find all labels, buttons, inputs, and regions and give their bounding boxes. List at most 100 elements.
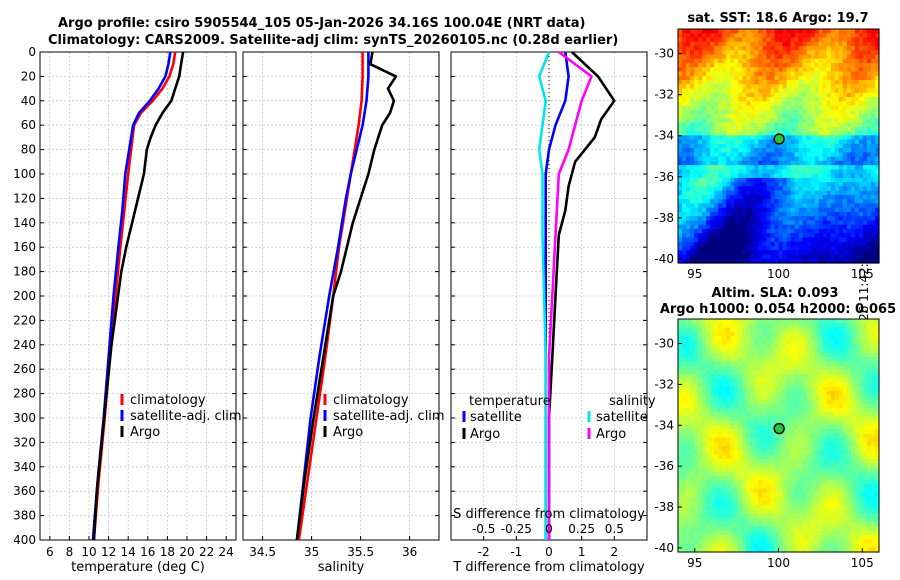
map-cell xyxy=(870,319,876,324)
map-cell xyxy=(866,245,872,251)
map-cell xyxy=(714,131,719,136)
map-cell xyxy=(838,194,844,200)
map-cell xyxy=(838,471,844,477)
map-cell xyxy=(842,169,848,175)
map-cell xyxy=(738,399,743,405)
map-cell xyxy=(790,169,796,175)
map-cell xyxy=(686,97,691,102)
map-cell xyxy=(774,177,780,183)
map-cell xyxy=(774,156,780,162)
map-cell xyxy=(706,160,711,166)
map-cell xyxy=(786,374,792,379)
map-cell xyxy=(762,97,768,102)
map-cell xyxy=(722,220,727,226)
map-cell xyxy=(730,50,735,56)
map-cell xyxy=(710,433,715,439)
map-cell xyxy=(830,454,836,460)
map-cell xyxy=(730,352,735,358)
map-cell xyxy=(802,101,808,107)
map-cell xyxy=(730,374,735,379)
map-cell xyxy=(746,46,751,51)
map-cell xyxy=(770,258,776,264)
map-cell xyxy=(686,399,691,405)
map-cell xyxy=(750,194,755,200)
map-cell xyxy=(794,224,800,230)
map-cell xyxy=(742,454,747,460)
map-cell xyxy=(862,105,868,111)
map-cell xyxy=(714,182,719,188)
map-cell xyxy=(714,156,719,162)
map-cell xyxy=(734,84,739,90)
map-cell xyxy=(830,352,836,358)
map-cell xyxy=(850,340,856,346)
map-cell xyxy=(726,190,731,196)
map-cell xyxy=(826,186,832,192)
map-cell xyxy=(706,54,711,60)
map-cell xyxy=(818,135,824,141)
map-cell xyxy=(814,348,820,354)
map-cell xyxy=(850,416,856,422)
map-cell xyxy=(730,254,735,260)
map-cell xyxy=(842,177,848,183)
map-cell xyxy=(782,344,788,350)
map-cell xyxy=(862,420,868,426)
map-cell xyxy=(838,331,844,337)
map-cell xyxy=(806,194,812,200)
map-cell xyxy=(690,29,695,34)
map-cell xyxy=(722,152,727,158)
map-cell xyxy=(870,75,876,81)
map-cell xyxy=(802,207,808,213)
map-cell xyxy=(746,352,751,358)
map-cell xyxy=(794,429,800,434)
map-cell xyxy=(750,327,755,333)
map-cell xyxy=(766,403,772,409)
map-cell xyxy=(762,122,768,128)
map-cell xyxy=(750,114,755,119)
map-cell xyxy=(846,203,852,209)
map-cell xyxy=(766,450,772,456)
map-cell xyxy=(714,365,719,371)
map-cell xyxy=(810,463,816,468)
map-cell xyxy=(806,458,812,464)
map-cell xyxy=(854,173,860,179)
ytick-label: 40 xyxy=(21,94,36,108)
map-cell xyxy=(842,391,848,396)
map-cell xyxy=(874,446,880,451)
map-cell xyxy=(790,177,796,183)
map-cell xyxy=(686,75,691,81)
map-cell xyxy=(846,67,852,73)
map-cell xyxy=(758,92,764,98)
map-cell xyxy=(686,190,691,196)
map-cell xyxy=(722,33,727,39)
map-cell xyxy=(718,199,723,205)
map-cell xyxy=(866,437,872,443)
map-cell xyxy=(722,391,727,396)
map-cell xyxy=(818,446,824,451)
map-cell xyxy=(706,403,711,409)
map-cell xyxy=(778,228,784,234)
map-cell xyxy=(798,348,804,354)
map-cell xyxy=(874,395,880,401)
map-cell xyxy=(690,114,695,119)
map-cell xyxy=(678,58,683,64)
map-cell xyxy=(698,211,703,217)
map-cell xyxy=(854,344,860,350)
map-cell xyxy=(834,190,840,196)
map-cell xyxy=(834,84,840,90)
map-cell xyxy=(870,105,876,111)
map-cell xyxy=(826,97,832,102)
map-cell xyxy=(846,139,852,145)
map-cell xyxy=(738,190,743,196)
map-cell xyxy=(694,190,699,196)
map-cell xyxy=(690,386,695,392)
map-cell xyxy=(838,118,844,124)
map-cell xyxy=(742,228,747,234)
map-cell xyxy=(730,258,735,264)
map-cell xyxy=(782,211,788,217)
map-cell xyxy=(862,403,868,409)
map-cell xyxy=(810,378,816,384)
map-cell xyxy=(774,395,780,401)
map-cell xyxy=(726,433,731,439)
map-cell xyxy=(818,391,824,396)
map-cell xyxy=(854,365,860,371)
